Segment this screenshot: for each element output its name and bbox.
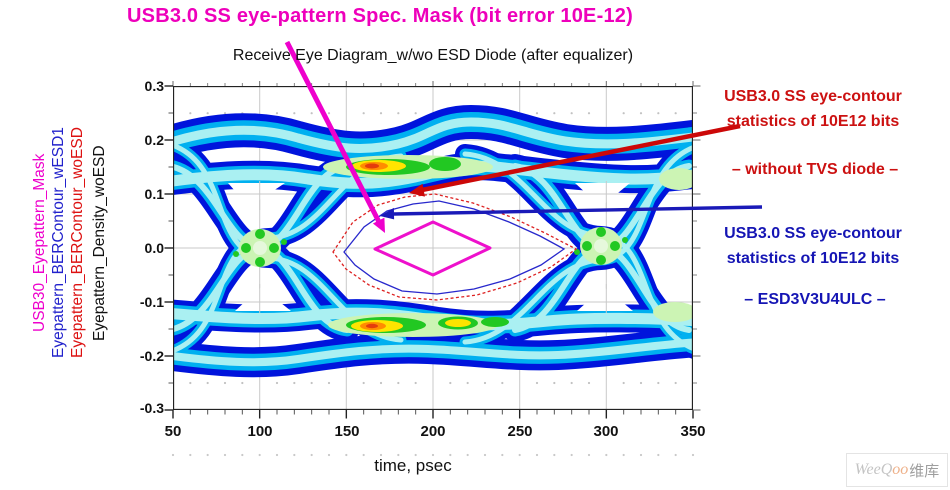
x-tick-label: 300 (593, 423, 619, 440)
y-axis-series-label-bercontour-woesd: Eyepattern_BERContour_woESD (69, 127, 86, 359)
annotation-with-esd-sub: – ESD3V3U4ULC – (744, 291, 886, 308)
annotation-line: USB3.0 SS eye-contour (724, 225, 902, 242)
annotation-without-tvs-sub: – without TVS diode – (731, 161, 899, 178)
ber-contour-without-esd (332, 193, 578, 301)
eye-density-heatmap (173, 104, 693, 378)
blue-contour-callout-arrow (380, 205, 763, 220)
x-tick-label: 100 (247, 423, 273, 440)
x-tick-label: 250 (507, 423, 533, 440)
y-tick-label: 0.2 (144, 132, 164, 148)
x-tick-label: 50 (164, 423, 182, 440)
y-tick-label: 0.3 (144, 78, 164, 94)
red-contour-callout-arrow (409, 123, 741, 197)
x-tick-label: 350 (680, 423, 706, 440)
eyelet-triangles (228, 183, 633, 311)
y-axis-series-label-mask: USB30_Eyepattern_Mask (31, 153, 48, 333)
annotation-line: statistics of 10E12 bits (726, 113, 900, 130)
watermark-badge: WeeQ oo 维库 (846, 453, 948, 487)
crossing-density-flower (233, 227, 628, 267)
x-tick-label: 150 (334, 423, 360, 440)
annotation-with-esd: USB3.0 SS eye-contour statistics of 10E1… (688, 221, 938, 271)
mask-spec-title: USB3.0 SS eye-pattern Spec. Mask (bit er… (127, 5, 633, 27)
ber-contour-with-esd (343, 200, 566, 295)
y-tick-label: -0.3 (139, 400, 164, 416)
y-tick-label: -0.1 (139, 294, 164, 310)
y-tick-label: -0.2 (139, 348, 164, 364)
spec-mask-diamond (373, 220, 492, 277)
annotation-without-tvs: USB3.0 SS eye-contour statistics of 10E1… (688, 84, 938, 134)
watermark-text-latin: WeeQ (854, 461, 893, 478)
mask-callout-arrow (284, 40, 385, 233)
watermark-text-cn: 维库 (909, 462, 940, 480)
plot-border (173, 86, 693, 410)
y-tick-label: 0.1 (144, 186, 164, 202)
watermark-text-latin-accent: oo (892, 461, 909, 478)
density-hotspot-core (365, 163, 379, 329)
y-axis-series-label-density: Eyepattern_Density_woESD (91, 145, 108, 341)
chart-title: Receive Eye Diagram_w/wo ESD Diode (afte… (232, 47, 634, 64)
y-axis-series-label-bercontour-wesd: Eyepattern_BERContour_wESD1 (50, 127, 67, 359)
grid-patches (228, 181, 634, 313)
annotation-line: statistics of 10E12 bits (726, 250, 900, 267)
y-tick-label: 0.0 (144, 240, 164, 256)
axis-ticks (164, 81, 701, 457)
annotation-line: USB3.0 SS eye-contour (724, 88, 902, 105)
x-axis-title: time, psec (374, 456, 452, 475)
eye-diagram-plot (173, 86, 693, 410)
x-tick-label: 200 (420, 423, 446, 440)
